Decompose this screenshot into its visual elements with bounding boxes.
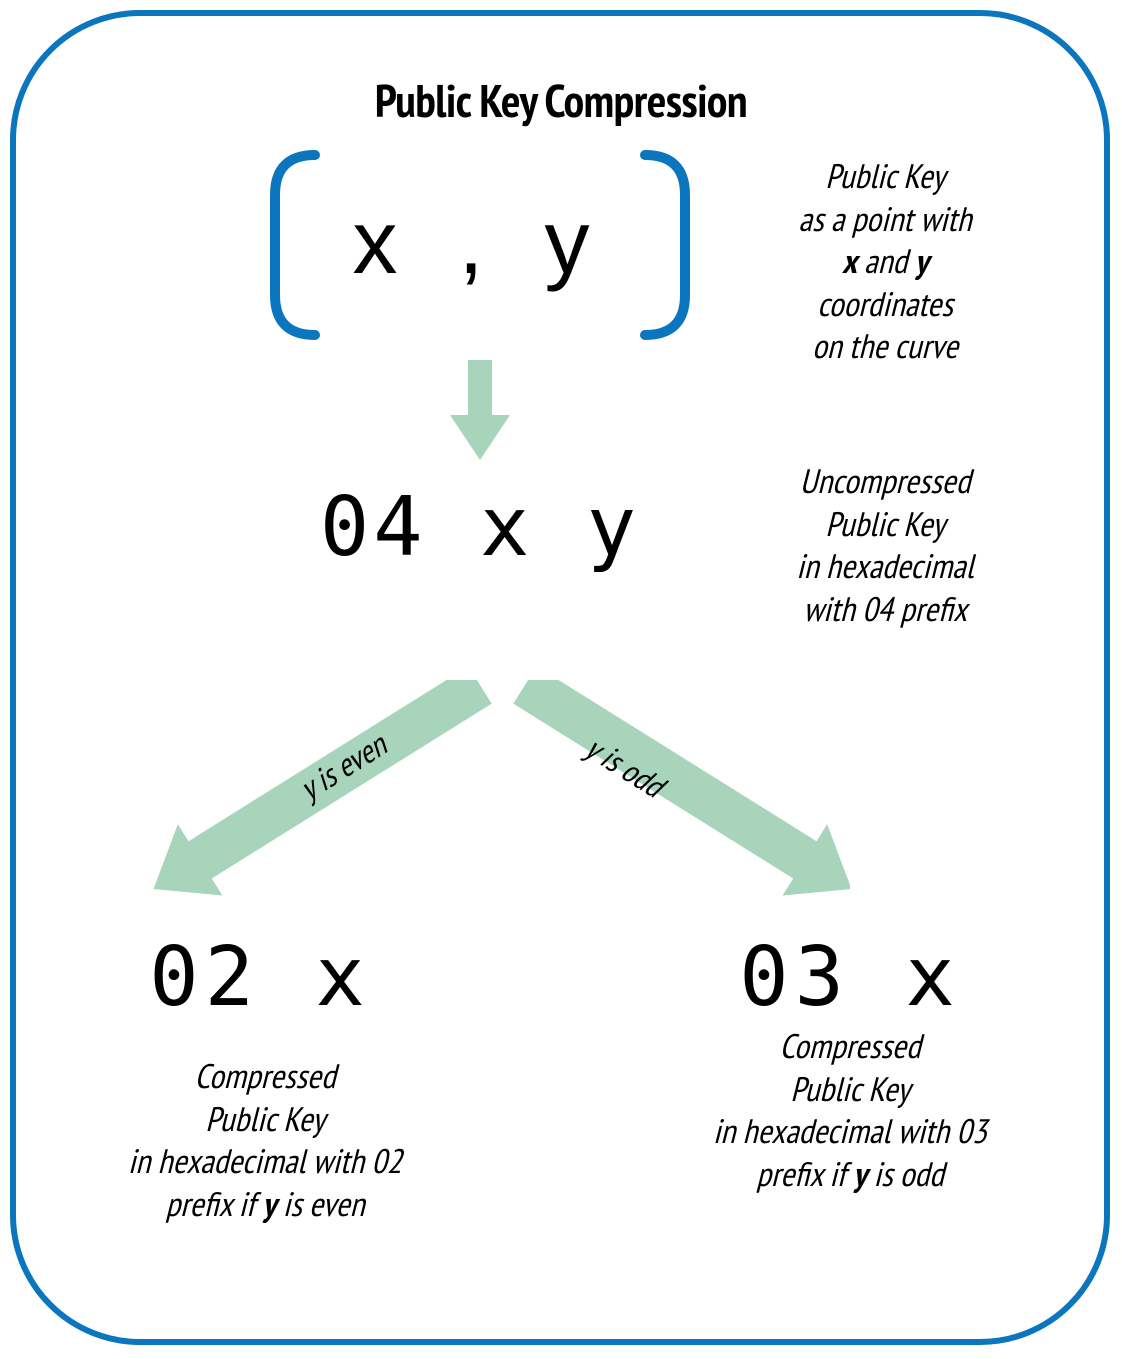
arrow-down-icon <box>450 360 510 460</box>
unc-ann-l2: Public Key <box>825 502 945 546</box>
right-bracket-icon <box>630 150 700 340</box>
left-ann-l3: in hexadecimal with 02 <box>128 1139 402 1183</box>
point-ann-l1: Public Key <box>825 154 945 198</box>
right-ann-l4b: is odd <box>866 1152 943 1196</box>
left-ann-bold: y <box>262 1182 276 1226</box>
right-ann-l4a: prefix if <box>756 1152 853 1196</box>
point-ann-and: and <box>857 239 915 283</box>
compressed-03-annotation: Compressed Public Key in hexadecimal wit… <box>670 1025 1030 1195</box>
point-bracket-group: x , y <box>260 150 700 340</box>
unc-ann-l3: in hexadecimal <box>796 544 973 588</box>
point-ann-l2: as a point with <box>798 197 971 241</box>
point-annotation: Public Key as a point with x and y coord… <box>755 155 1015 368</box>
left-bracket-icon <box>260 150 330 340</box>
left-ann-l1: Compressed <box>194 1054 335 1098</box>
point-xy-text: x , y <box>330 192 630 295</box>
right-ann-l2: Public Key <box>790 1067 910 1111</box>
diagram-container: Public Key Compression x , y Public Key … <box>0 0 1122 1359</box>
right-ann-l1: Compressed <box>779 1024 920 1068</box>
left-ann-l4b: is even <box>276 1182 365 1226</box>
point-ann-y: y <box>915 239 929 283</box>
right-ann-l3: in hexadecimal with 03 <box>713 1109 987 1153</box>
left-ann-l2: Public Key <box>205 1097 325 1141</box>
compressed-03-text: 03 x <box>700 930 1000 1025</box>
point-ann-x: x <box>842 239 857 283</box>
unc-ann-l1: Uncompressed <box>800 459 971 503</box>
unc-ann-l4: with 04 prefix <box>803 587 967 631</box>
uncompressed-annotation: Uncompressed Public Key in hexadecimal w… <box>755 460 1015 630</box>
compressed-02-annotation: Compressed Public Key in hexadecimal wit… <box>85 1055 445 1225</box>
compressed-02-text: 02 x <box>110 930 410 1025</box>
diagram-title: Public Key Compression <box>0 70 1122 130</box>
uncompressed-key-text: 04 x y <box>260 480 700 575</box>
right-ann-bold: y <box>853 1152 867 1196</box>
point-ann-l5: on the curve <box>812 324 958 368</box>
left-ann-l4a: prefix if <box>165 1182 262 1226</box>
branch-arrows-icon <box>130 680 850 910</box>
point-ann-l4: coordinates <box>817 282 952 326</box>
